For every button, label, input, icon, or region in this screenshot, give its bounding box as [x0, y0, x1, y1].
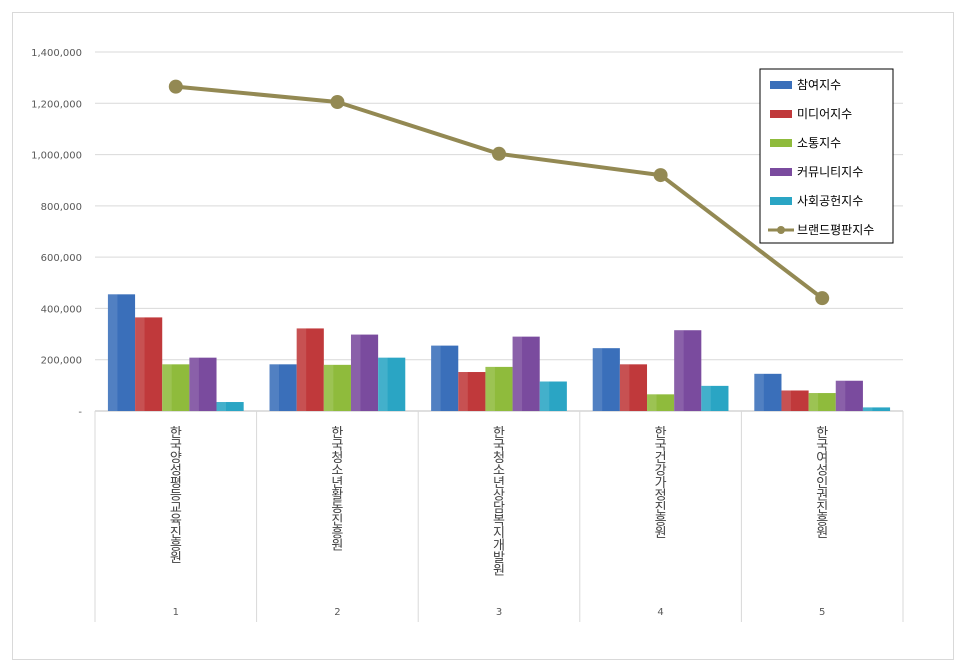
bar — [701, 385, 729, 411]
bar-highlight — [135, 317, 145, 411]
bar-highlight — [592, 348, 603, 411]
bar — [323, 364, 351, 411]
bar — [674, 330, 702, 411]
bar-highlight — [107, 294, 118, 411]
legend-swatch — [770, 197, 792, 205]
legend-label: 커뮤니티지수 — [797, 165, 863, 179]
y-tick-label: 1,200,000 — [31, 99, 82, 110]
bar-highlight — [269, 364, 280, 411]
bar-highlight — [754, 373, 764, 411]
bar-highlight — [808, 393, 819, 411]
bar — [835, 380, 863, 411]
line-point — [492, 146, 506, 161]
bar-highlight — [162, 364, 172, 411]
bar — [781, 390, 809, 411]
legend-swatch — [770, 110, 792, 118]
bar — [296, 328, 324, 411]
bar-highlight — [323, 364, 334, 411]
bar-highlight — [539, 381, 550, 411]
y-tick-label: 1,400,000 — [31, 48, 82, 59]
bar — [619, 364, 648, 411]
legend-swatch — [770, 168, 792, 176]
legend-box — [759, 68, 894, 244]
category-index: 4 — [657, 607, 663, 618]
category-index: 2 — [334, 607, 340, 618]
bar-highlight — [835, 380, 846, 411]
bar-highlight — [216, 402, 227, 411]
legend-label: 브랜드평판지수 — [797, 223, 874, 237]
line-point — [330, 95, 345, 110]
bar-highlight — [458, 372, 468, 411]
bar — [862, 407, 891, 411]
bar-highlight — [862, 407, 873, 411]
legend-label: 미디어지수 — [797, 107, 852, 121]
bar — [135, 317, 163, 411]
legend-marker — [777, 226, 785, 234]
bar — [269, 364, 297, 411]
y-tick-label: 400,000 — [41, 304, 82, 315]
bar — [485, 366, 513, 411]
bars — [107, 294, 891, 411]
legend-label: 소통지수 — [797, 136, 841, 150]
bar — [458, 372, 486, 411]
y-axis-ticks: - 200,000 400,000 600,000 800,000 1,000,000 1,… — [31, 48, 82, 418]
line-point — [653, 168, 668, 183]
bar-highlight — [378, 357, 388, 411]
bar-highlight — [674, 330, 684, 411]
bar-highlight — [189, 357, 199, 411]
bar-highlight — [781, 390, 791, 411]
bar — [216, 402, 244, 411]
bar-highlight — [350, 334, 361, 411]
y-tick-label: 200,000 — [41, 356, 82, 367]
bar — [431, 345, 459, 411]
bar — [162, 364, 190, 411]
bar-highlight — [431, 345, 441, 411]
bar — [189, 357, 217, 411]
legend-swatch — [770, 81, 792, 89]
bar — [808, 393, 836, 411]
bar — [647, 394, 675, 411]
bar-highlight — [485, 366, 495, 411]
bar-highlight — [296, 328, 307, 411]
y-tick-label: 1,000,000 — [31, 151, 82, 162]
bar — [378, 357, 406, 411]
bar — [512, 336, 540, 411]
line-point — [815, 291, 830, 306]
bar-highlight — [512, 336, 523, 411]
bar — [107, 294, 136, 411]
bar — [350, 334, 379, 411]
bar-highlight — [701, 385, 711, 411]
y-tick-label: - — [78, 407, 82, 418]
bar — [592, 348, 620, 411]
bar — [754, 373, 782, 411]
bar-highlight — [619, 364, 630, 411]
line-point — [168, 79, 183, 94]
category-index: 3 — [496, 607, 502, 618]
category-index: 1 — [173, 607, 179, 618]
legend-label: 사회공헌지수 — [797, 194, 863, 208]
bar — [539, 381, 567, 411]
legend-label: 참여지수 — [797, 78, 841, 92]
y-tick-label: 800,000 — [41, 202, 82, 213]
category-labels: 한 국 양 성 평 등 교 육 진 흥 원 1 한 국 청 소 년 활 동 진 흥 원 2 한 국 청 소 년 상 담 복 지 개 발 원 3 한 국 건 강… — [170, 426, 828, 618]
chart-frame — [12, 12, 954, 660]
brand-index-line — [168, 79, 830, 306]
category-dividers — [94, 411, 904, 622]
y-tick-label: 600,000 — [41, 253, 82, 264]
line-path — [175, 84, 824, 300]
bar-highlight — [647, 394, 657, 411]
category-index: 5 — [819, 607, 825, 618]
legend-swatch — [770, 139, 792, 147]
